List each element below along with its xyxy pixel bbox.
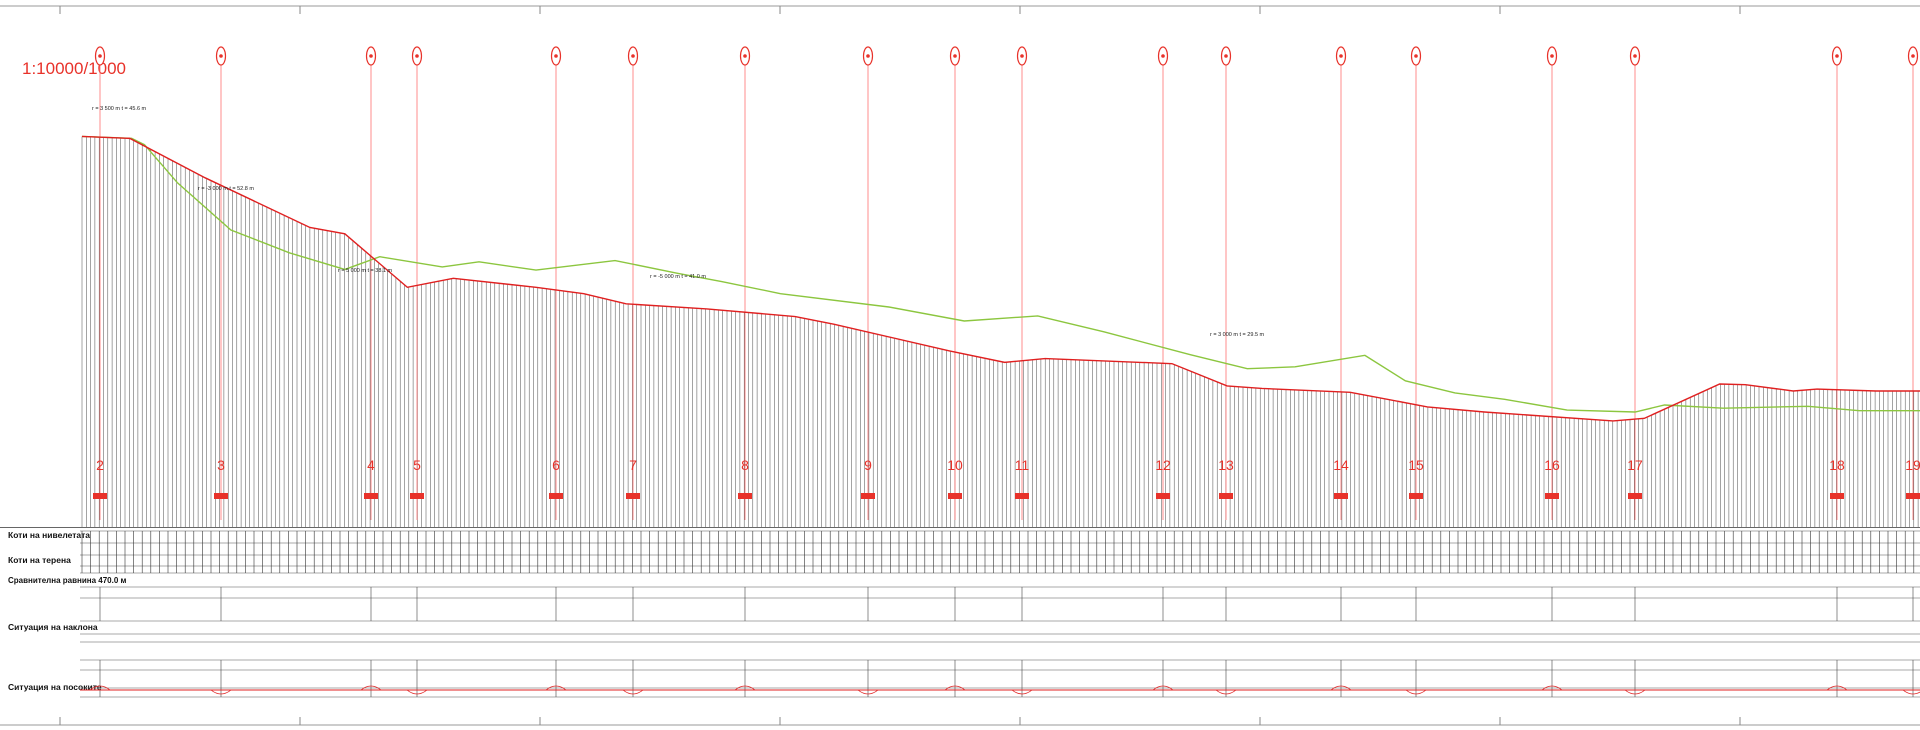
station-pin-dot <box>1224 54 1228 58</box>
station-pin-dot <box>1633 54 1637 58</box>
plan-curve-arc <box>360 685 382 691</box>
vertical-curve-note: r = -5 000 m t = 41.0 m <box>650 274 706 280</box>
station-pin-dot <box>631 54 635 58</box>
station-pin-dot <box>98 54 102 58</box>
station-tag <box>1156 493 1170 499</box>
station-lines: 2 3 4 5 6 7 8 9 10 11 12 13 14 15 16 17 18 19 <box>93 46 1920 520</box>
plan-curve-arc <box>1152 685 1174 691</box>
station-pin-dot <box>953 54 957 58</box>
station-pin-dot <box>1339 54 1343 58</box>
station-pin-dot <box>743 54 747 58</box>
station-tag <box>1015 493 1029 499</box>
row-label-slope: Ситуация на наклона <box>8 622 98 632</box>
station-tag <box>1545 493 1559 499</box>
plan-curve-arc <box>210 689 232 695</box>
station-tag <box>549 493 563 499</box>
station-marker-number: 3 <box>217 457 225 473</box>
terrain-line <box>81 135 1920 413</box>
vertical-curve-note: r = 5 000 m t = 38.1 m <box>338 268 393 274</box>
row-label-datum: Сравнителна равнина 470.0 м <box>8 576 126 585</box>
plan-curve-arc <box>622 689 644 695</box>
vertical-curve-notes: r = 3 500 m t = 45.6 m r = -3 000 m t = 5… <box>92 106 1265 338</box>
station-marker-number: 2 <box>96 457 104 473</box>
station-marker-number: 19 <box>1905 457 1920 473</box>
vertical-curve-note: r = 3 500 m t = 45.6 m <box>92 106 147 112</box>
station-marker-number: 10 <box>947 457 963 473</box>
station-tag <box>1628 493 1642 499</box>
row-label-terrain: Коти на терена <box>8 555 71 565</box>
station-marker-number: 4 <box>367 457 375 473</box>
station-marker-number: 7 <box>629 457 637 473</box>
station-marker-number: 18 <box>1829 457 1845 473</box>
station-pin-dot <box>1911 54 1915 58</box>
station-marker-number: 11 <box>1015 457 1030 473</box>
plan-curve-arc <box>1541 685 1563 691</box>
sheet-frame-ticks <box>59 6 1741 725</box>
station-pin-dot <box>1414 54 1418 58</box>
plan-curve-arc <box>1330 685 1352 691</box>
station-marker-number: 9 <box>864 457 872 473</box>
station-tag <box>214 493 228 499</box>
station-marker-number: 16 <box>1544 457 1560 473</box>
plan-curve-arc <box>1405 689 1427 695</box>
vertical-curve-note: r = 3 000 m t = 29.5 m <box>1210 332 1265 338</box>
station-pin-dot <box>369 54 373 58</box>
plan-curve-arc <box>1902 689 1920 695</box>
station-tag <box>364 493 378 499</box>
scale-label: 1:10000/1000 <box>22 59 126 78</box>
station-marker-number: 15 <box>1408 457 1424 473</box>
station-tag <box>1830 493 1844 499</box>
plan-curve-arc <box>1826 685 1848 691</box>
station-pin-dot <box>1835 54 1839 58</box>
station-tag <box>1219 493 1233 499</box>
plan-curve-arc <box>1624 689 1646 695</box>
station-tag <box>410 493 424 499</box>
station-pin-dot <box>219 54 223 58</box>
station-marker-number: 14 <box>1333 457 1349 473</box>
table-grid <box>80 530 1920 698</box>
plan-curve-arc <box>857 689 879 695</box>
station-ordinates <box>81 136 1919 527</box>
vertical-curve-note: r = -3 000 m t = 52.8 m <box>198 186 254 192</box>
plan-curve-arc <box>89 685 111 691</box>
plan-curve-arc <box>734 685 756 691</box>
station-tag <box>738 493 752 499</box>
table-border-top <box>0 527 1920 528</box>
plan-curve-arc <box>545 685 567 691</box>
plan-curve-arc <box>1011 689 1033 695</box>
station-tag <box>626 493 640 499</box>
station-tag <box>1409 493 1423 499</box>
station-pin-dot <box>866 54 870 58</box>
row-label-grade-line: Коти на нивелетата <box>8 530 90 540</box>
station-marker-number: 5 <box>413 457 421 473</box>
station-marker-number: 8 <box>741 457 749 473</box>
row-label-plan: Ситуация на посоките <box>8 682 102 692</box>
plan-curve-arc <box>1215 689 1237 695</box>
station-tag <box>93 493 107 499</box>
profile-table: Коти на нивелетата Коти на терена Сравни… <box>0 527 1920 698</box>
station-pin-dot <box>1020 54 1024 58</box>
grade-line <box>81 135 1920 422</box>
station-pin-dot <box>1550 54 1554 58</box>
station-marker-number: 17 <box>1627 457 1643 473</box>
station-pin-dot <box>554 54 558 58</box>
station-pin-dot <box>415 54 419 58</box>
station-tag <box>861 493 875 499</box>
sheet-frame <box>0 5 1920 726</box>
station-tag <box>1334 493 1348 499</box>
plan-curve-arc <box>944 685 966 691</box>
station-tag <box>948 493 962 499</box>
station-pin-dot <box>1161 54 1165 58</box>
station-marker-number: 13 <box>1218 457 1234 473</box>
station-tag <box>1906 493 1920 499</box>
plan-curve-arc <box>406 689 428 695</box>
station-marker-number: 6 <box>552 457 560 473</box>
station-marker-number: 12 <box>1155 457 1171 473</box>
